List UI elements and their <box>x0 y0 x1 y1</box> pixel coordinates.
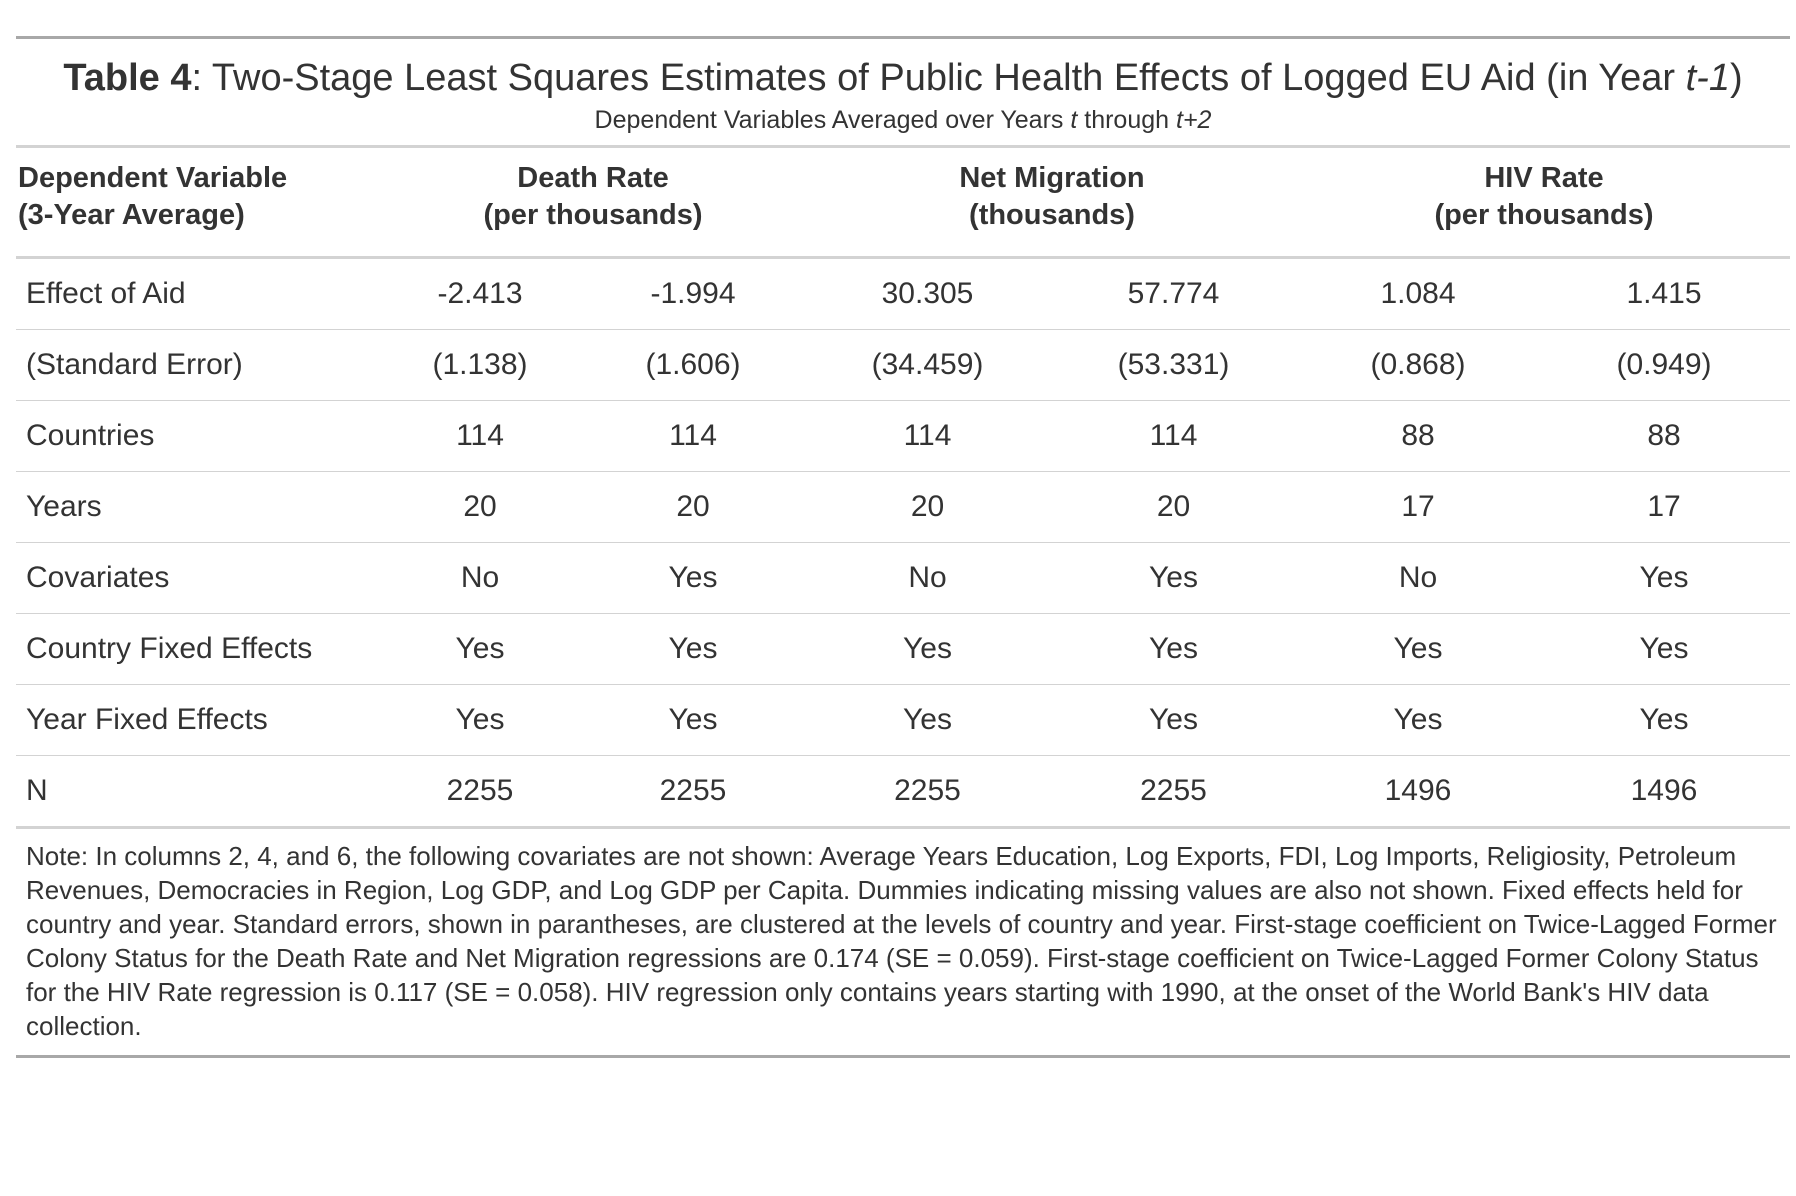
table-cell: -1.994 <box>580 257 806 330</box>
table-cell: Yes <box>1538 613 1790 685</box>
row-label: Year Fixed Effects <box>16 684 380 756</box>
table-row: (Standard Error) (1.138) (1.606) (34.459… <box>16 329 1790 401</box>
table-title: Table 4: Two-Stage Least Squares Estimat… <box>16 39 1790 101</box>
table-cell: 20 <box>580 471 806 543</box>
header-hiv-rate: HIV Rate (per thousands) <box>1298 147 1790 258</box>
results-table: Dependent Variable (3-Year Average) Deat… <box>16 145 1790 829</box>
table-cell: No <box>806 542 1049 614</box>
table-cell: No <box>1298 542 1538 614</box>
table-cell: 88 <box>1298 400 1538 472</box>
row-label: N <box>16 755 380 829</box>
table-title-label: Table 4 <box>63 57 192 99</box>
table-cell: Yes <box>580 613 806 685</box>
table-cell: 17 <box>1538 471 1790 543</box>
table-cell: Yes <box>806 684 1049 756</box>
table-row: Years 20 20 20 20 17 17 <box>16 471 1790 543</box>
table-cell: -2.413 <box>380 257 580 330</box>
table-row: Countries 114 114 114 114 88 88 <box>16 400 1790 472</box>
table-cell: 114 <box>1049 400 1298 472</box>
table-cell: (1.606) <box>580 329 806 401</box>
table-title-close: ) <box>1729 57 1743 99</box>
regression-table-container: Table 4: Two-Stage Least Squares Estimat… <box>16 36 1790 1058</box>
table-row: Effect of Aid -2.413 -1.994 30.305 57.77… <box>16 257 1790 330</box>
table-cell: 17 <box>1298 471 1538 543</box>
table-cell: Yes <box>580 684 806 756</box>
header-dependent-variable-line2: (3-Year Average) <box>18 199 245 231</box>
table-cell: 20 <box>1049 471 1298 543</box>
table-cell: (0.868) <box>1298 329 1538 401</box>
table-cell: (34.459) <box>806 329 1049 401</box>
table-title-italic: t-1 <box>1685 57 1730 99</box>
table-cell: 30.305 <box>806 257 1049 330</box>
table-cell: (1.138) <box>380 329 580 401</box>
table-cell: 114 <box>580 400 806 472</box>
table-cell: 1.415 <box>1538 257 1790 330</box>
table-cell: (0.949) <box>1538 329 1790 401</box>
table-cell: 88 <box>1538 400 1790 472</box>
subtitle-text-middle: through <box>1077 106 1176 134</box>
header-death-rate-line1: Death Rate <box>517 162 669 194</box>
table-cell: Yes <box>380 684 580 756</box>
header-hiv-rate-line1: HIV Rate <box>1484 162 1604 194</box>
table-subtitle: Dependent Variables Averaged over Years … <box>16 101 1790 145</box>
table-cell: 1496 <box>1298 755 1538 829</box>
table-cell: 57.774 <box>1049 257 1298 330</box>
table-cell: 20 <box>806 471 1049 543</box>
row-label: (Standard Error) <box>16 329 380 401</box>
table-cell: 2255 <box>580 755 806 829</box>
row-label: Covariates <box>16 542 380 614</box>
table-cell: 1.084 <box>1298 257 1538 330</box>
table-cell: Yes <box>1049 542 1298 614</box>
table-cell: Yes <box>1049 684 1298 756</box>
table-cell: 2255 <box>1049 755 1298 829</box>
row-label: Years <box>16 471 380 543</box>
header-dependent-variable-line1: Dependent Variable <box>18 162 288 194</box>
table-cell: Yes <box>1049 613 1298 685</box>
header-net-migration-line1: Net Migration <box>959 162 1145 194</box>
table-cell: Yes <box>380 613 580 685</box>
table-cell: Yes <box>580 542 806 614</box>
table-cell: Yes <box>1538 684 1790 756</box>
table-title-text: : Two-Stage Least Squares Estimates of P… <box>191 57 1686 99</box>
subtitle-italic-t: t <box>1070 106 1078 134</box>
table-cell: No <box>380 542 580 614</box>
table-cell: 1496 <box>1538 755 1790 829</box>
header-net-migration: Net Migration (thousands) <box>806 147 1298 258</box>
table-note: Note: In columns 2, 4, and 6, the follow… <box>16 829 1790 1058</box>
table-cell: 2255 <box>380 755 580 829</box>
row-label: Country Fixed Effects <box>16 613 380 685</box>
table-cell: 114 <box>806 400 1049 472</box>
subtitle-text-before: Dependent Variables Averaged over Years <box>594 106 1071 134</box>
table-cell: Yes <box>806 613 1049 685</box>
table-cell: Yes <box>1298 613 1538 685</box>
header-net-migration-line2: (thousands) <box>969 199 1135 231</box>
table-row: N 2255 2255 2255 2255 1496 1496 <box>16 755 1790 829</box>
header-row: Dependent Variable (3-Year Average) Deat… <box>16 146 1790 258</box>
header-death-rate: Death Rate (per thousands) <box>380 147 806 258</box>
table-cell: Yes <box>1538 542 1790 614</box>
subtitle-italic-t2: t+2 <box>1176 106 1212 134</box>
table-cell: (53.331) <box>1049 329 1298 401</box>
table-cell: 2255 <box>806 755 1049 829</box>
header-hiv-rate-line2: (per thousands) <box>1434 199 1654 231</box>
table-row: Country Fixed Effects Yes Yes Yes Yes Ye… <box>16 613 1790 685</box>
row-label: Effect of Aid <box>16 257 380 330</box>
header-death-rate-line2: (per thousands) <box>483 199 703 231</box>
table-cell: 114 <box>380 400 580 472</box>
top-rule <box>16 36 1790 39</box>
header-dependent-variable: Dependent Variable (3-Year Average) <box>16 147 380 258</box>
table-cell: Yes <box>1298 684 1538 756</box>
table-row: Year Fixed Effects Yes Yes Yes Yes Yes Y… <box>16 684 1790 756</box>
row-label: Countries <box>16 400 380 472</box>
table-row: Covariates No Yes No Yes No Yes <box>16 542 1790 614</box>
table-cell: 20 <box>380 471 580 543</box>
